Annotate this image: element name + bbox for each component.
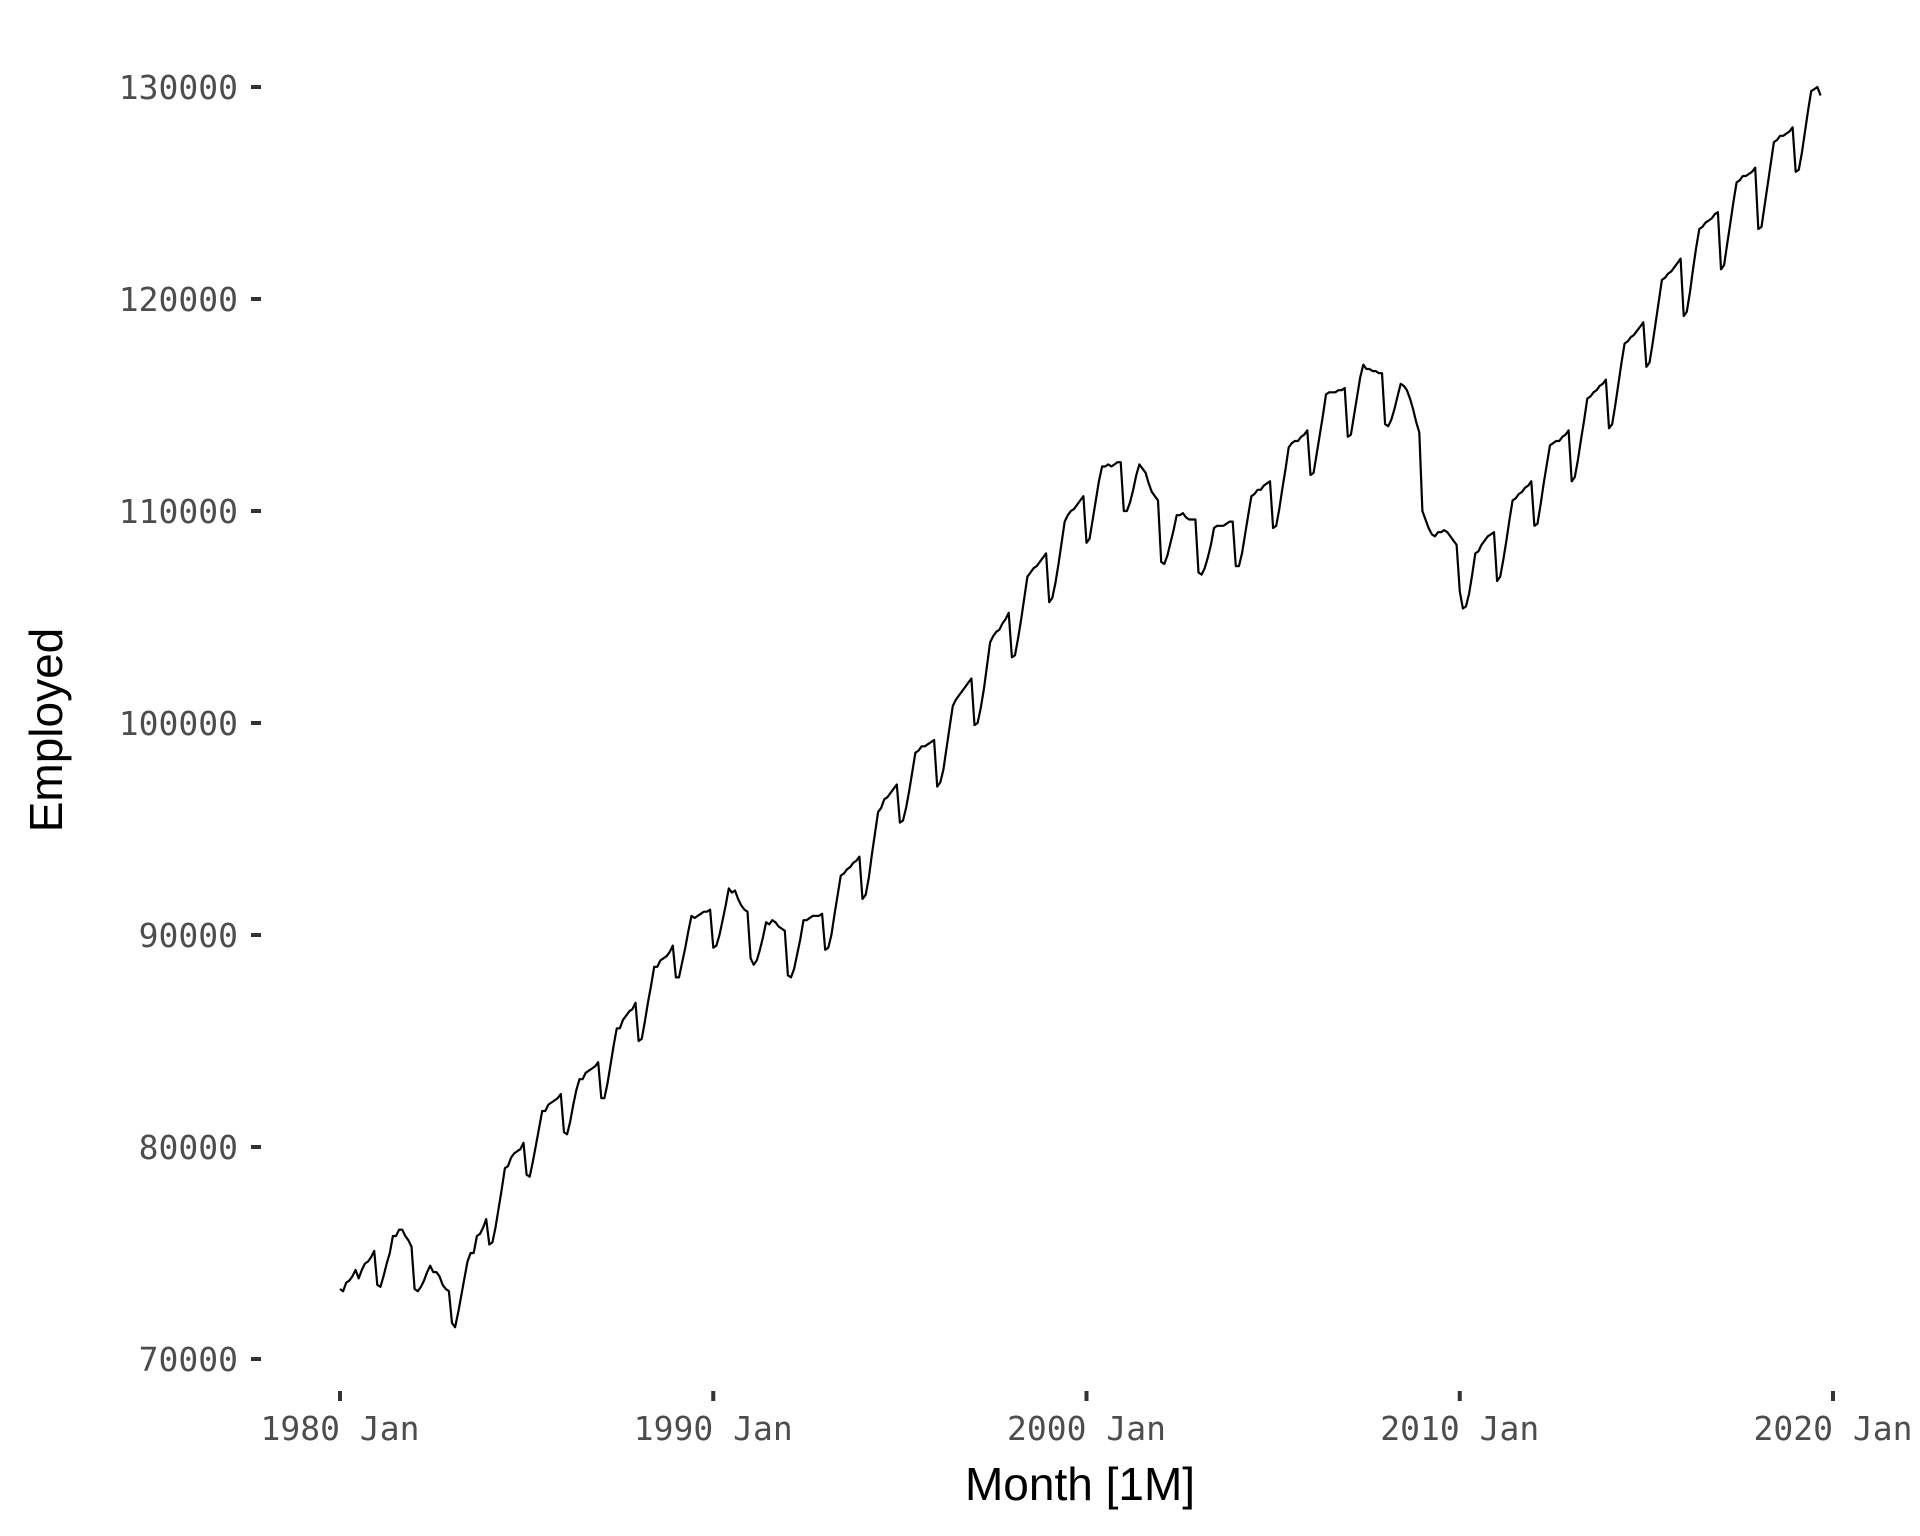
y-tick-label: 100000 (119, 704, 238, 743)
y-tick-label: 120000 (119, 280, 238, 319)
y-tick-label: 90000 (139, 916, 238, 955)
employed-series-line (339, 85, 1822, 1329)
x-axis-title: Month [1M] (965, 1458, 1195, 1510)
x-tick-label: 2010 Jan (1380, 1409, 1539, 1448)
y-tick-label: 80000 (139, 1128, 238, 1167)
x-tick-label: 1980 Jan (261, 1409, 420, 1448)
y-tick-label: 130000 (119, 68, 238, 107)
x-tick-label: 2020 Jan (1754, 1409, 1913, 1448)
plot-area (339, 85, 1822, 1329)
x-tick-label: 1990 Jan (634, 1409, 793, 1448)
y-axis-title: Employed (20, 628, 72, 833)
y-tick-label: 110000 (119, 492, 238, 531)
y-axis: 70000 80000 90000 100000 110000 120000 130000 (119, 68, 261, 1379)
x-tick-label: 2000 Jan (1007, 1409, 1166, 1448)
x-axis: 1980 Jan 1990 Jan 2000 Jan 2010 Jan 2020 Jan (261, 1391, 1913, 1448)
y-tick-label: 70000 (139, 1340, 238, 1379)
